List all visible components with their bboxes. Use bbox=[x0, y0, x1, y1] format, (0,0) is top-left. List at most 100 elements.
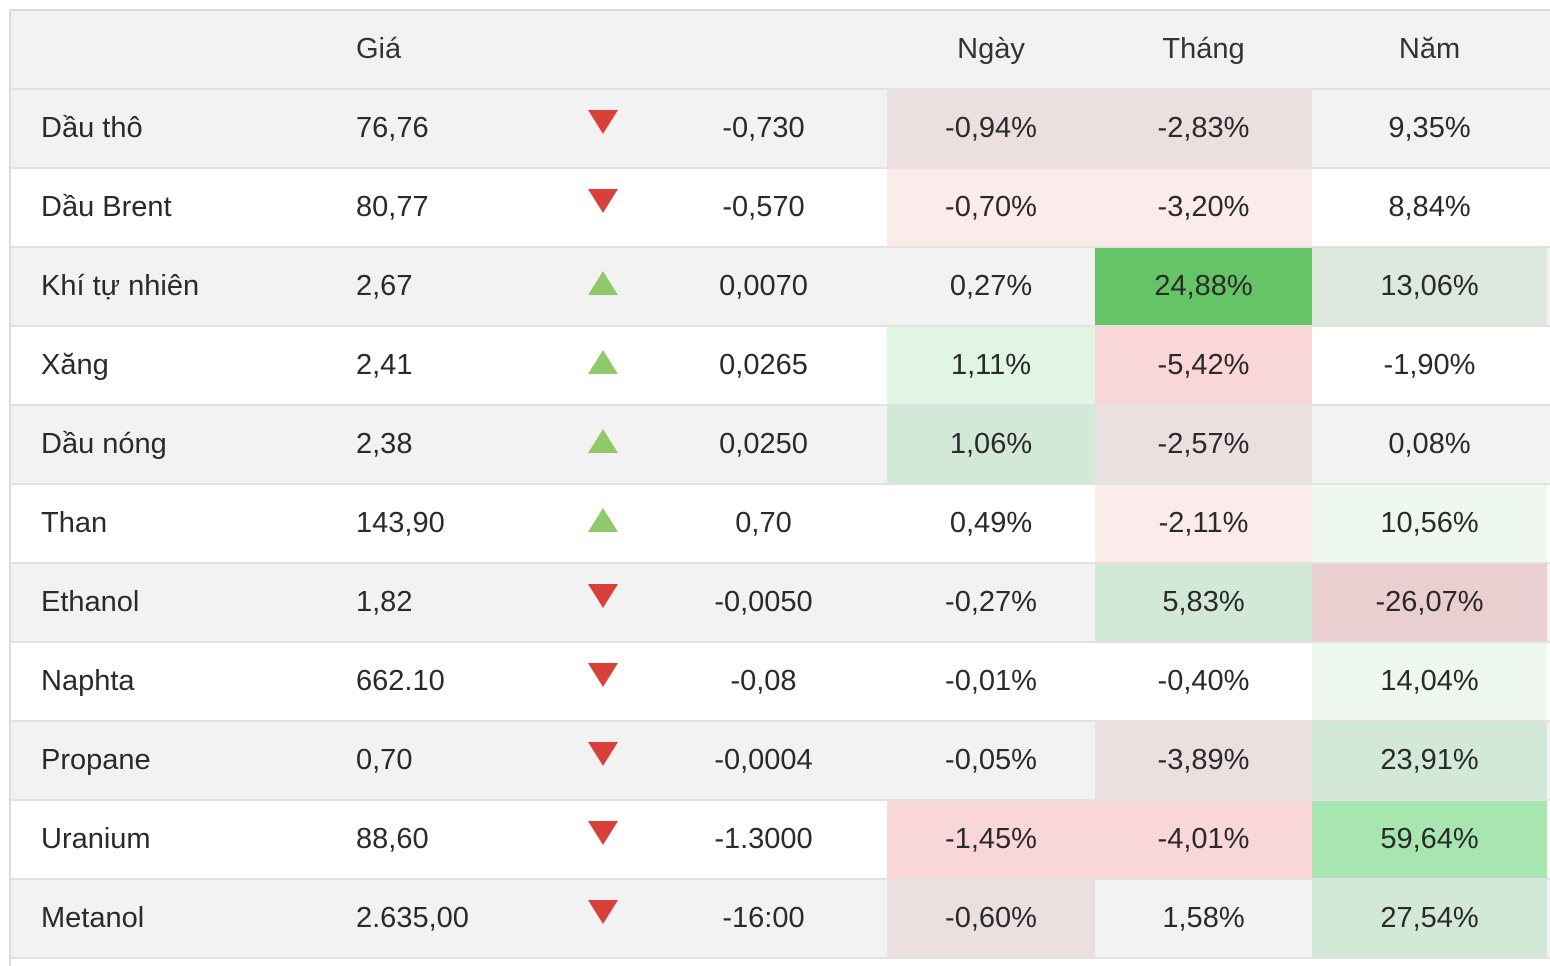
triangle-up-icon bbox=[588, 271, 618, 296]
commodity-price: 1,82 bbox=[356, 586, 413, 618]
month-change-pct: -3,89% bbox=[1095, 721, 1312, 800]
price-change: -16:00 bbox=[722, 902, 805, 934]
commodity-price: 76,76 bbox=[356, 112, 429, 144]
commodity-name[interactable]: Naphta bbox=[41, 665, 135, 697]
day-change-pct: 1,06% bbox=[887, 405, 1095, 484]
commodity-price: 662.10 bbox=[356, 665, 445, 697]
year-change-pct: 14,04% bbox=[1312, 642, 1547, 721]
commodity-price: 0,70 bbox=[356, 744, 413, 776]
triangle-down-icon bbox=[588, 821, 618, 846]
header-change[interactable] bbox=[640, 11, 887, 89]
header-name[interactable] bbox=[11, 11, 326, 89]
direction-cell bbox=[566, 326, 640, 405]
table-row[interactable]: Than 143,90 0,70 0,49% -2,11% 10,56% bbox=[11, 484, 1550, 563]
month-change-pct: 1,58% bbox=[1162, 902, 1245, 934]
day-change-pct: -0,70% bbox=[887, 168, 1095, 247]
commodity-name[interactable]: Dầu nóng bbox=[41, 428, 167, 460]
commodity-price: 88,60 bbox=[356, 823, 429, 855]
direction-cell bbox=[566, 89, 640, 168]
year-change-pct: 0,08% bbox=[1388, 428, 1471, 460]
year-change-pct: 8,84% bbox=[1388, 191, 1471, 223]
commodity-price: 2,38 bbox=[356, 428, 413, 460]
price-change: -0,0004 bbox=[714, 744, 813, 776]
table-body: Dầu thô 76,76 -0,730 -0,94% -2,83% 9,35% Dầu B… bbox=[11, 89, 1550, 958]
commodity-name[interactable]: Ethanol bbox=[41, 586, 140, 618]
table-row[interactable]: Dầu nóng 2,38 0,0250 1,06% -2,57% 0,08% bbox=[11, 405, 1550, 484]
month-change-pct: -0,40% bbox=[1157, 665, 1250, 697]
price-change: 0,0070 bbox=[719, 270, 808, 302]
commodity-name[interactable]: Xăng bbox=[41, 349, 109, 381]
direction-cell bbox=[566, 879, 640, 958]
year-change-pct: 9,35% bbox=[1388, 112, 1471, 144]
day-change-pct: 0,49% bbox=[949, 507, 1033, 539]
price-change: 0,0250 bbox=[719, 428, 808, 460]
commodities-table-container: Giá Ngày Tháng Năm Dầu thô 76,76 -0,730 -0,… bbox=[9, 9, 1550, 966]
direction-cell bbox=[566, 800, 640, 879]
commodity-price: 143,90 bbox=[356, 507, 445, 539]
year-change-pct: -1,90% bbox=[1383, 349, 1476, 381]
commodity-name[interactable]: Khí tự nhiên bbox=[41, 270, 200, 302]
commodity-price: 2,41 bbox=[356, 349, 413, 381]
table-row[interactable]: Xăng 2,41 0,0265 1,11% -5,42% -1,90% bbox=[11, 326, 1550, 405]
commodity-price: 2,67 bbox=[356, 270, 413, 302]
month-change-pct: -5,42% bbox=[1095, 326, 1312, 405]
year-change-pct: 23,91% bbox=[1312, 721, 1547, 800]
month-change-pct: -3,20% bbox=[1095, 168, 1312, 247]
year-change-pct: 59,64% bbox=[1312, 800, 1547, 879]
triangle-down-icon bbox=[588, 663, 618, 688]
direction-cell bbox=[566, 721, 640, 800]
triangle-down-icon bbox=[588, 742, 618, 767]
month-change-pct: -2,83% bbox=[1095, 89, 1312, 168]
month-change-pct: 5,83% bbox=[1095, 563, 1312, 642]
header-direction bbox=[566, 11, 640, 89]
commodity-name[interactable]: Than bbox=[41, 507, 108, 539]
month-change-pct: 24,88% bbox=[1095, 247, 1312, 326]
header-year[interactable]: Năm bbox=[1398, 33, 1461, 65]
price-change: 0,0265 bbox=[719, 349, 808, 381]
triangle-up-icon bbox=[588, 429, 618, 454]
table-row[interactable]: Khí tự nhiên 2,67 0,0070 0,27% 24,88% 13,06% bbox=[11, 247, 1550, 326]
direction-cell bbox=[566, 642, 640, 721]
header-month[interactable]: Tháng bbox=[1162, 33, 1245, 65]
year-change-pct: -26,07% bbox=[1312, 563, 1547, 642]
year-change-pct: 27,54% bbox=[1312, 879, 1547, 958]
direction-cell bbox=[566, 563, 640, 642]
commodities-table: Giá Ngày Tháng Năm Dầu thô 76,76 -0,730 -0,… bbox=[11, 11, 1550, 959]
triangle-down-icon bbox=[588, 584, 618, 609]
day-change-pct: -0,27% bbox=[945, 586, 1037, 618]
price-change: -0,570 bbox=[722, 191, 805, 223]
table-header: Giá Ngày Tháng Năm bbox=[11, 11, 1550, 89]
header-day[interactable]: Ngày bbox=[957, 33, 1025, 65]
direction-cell bbox=[566, 405, 640, 484]
commodity-name[interactable]: Dầu Brent bbox=[41, 191, 172, 223]
month-change-pct: -2,57% bbox=[1095, 405, 1312, 484]
commodity-name[interactable]: Uranium bbox=[41, 823, 151, 855]
day-change-pct: -0,01% bbox=[945, 665, 1037, 697]
table-row[interactable]: Ethanol 1,82 -0,0050 -0,27% 5,83% -26,07% bbox=[11, 563, 1550, 642]
table-row[interactable]: Naphta 662.10 -0,08 -0,01% -0,40% 14,04% bbox=[11, 642, 1550, 721]
commodity-price: 80,77 bbox=[356, 191, 429, 223]
direction-cell bbox=[566, 484, 640, 563]
table-row[interactable]: Uranium 88,60 -1.3000 -1,45% -4,01% 59,64% bbox=[11, 800, 1550, 879]
header-row: Giá Ngày Tháng Năm bbox=[11, 11, 1550, 89]
direction-cell bbox=[566, 247, 640, 326]
commodity-price: 2.635,00 bbox=[356, 902, 469, 934]
month-change-pct: -2,11% bbox=[1095, 484, 1312, 563]
day-change-pct: -0,05% bbox=[945, 744, 1037, 776]
table-row[interactable]: Dầu thô 76,76 -0,730 -0,94% -2,83% 9,35% bbox=[11, 89, 1550, 168]
table-row[interactable]: Dầu Brent 80,77 -0,570 -0,70% -3,20% 8,84% bbox=[11, 168, 1550, 247]
price-change: -0,730 bbox=[722, 112, 805, 144]
triangle-up-icon bbox=[588, 508, 618, 533]
table-row[interactable]: Propane 0,70 -0,0004 -0,05% -3,89% 23,91% bbox=[11, 721, 1550, 800]
price-change: 0,70 bbox=[735, 507, 792, 539]
day-change-pct: -0,94% bbox=[887, 89, 1095, 168]
table-row[interactable]: Metanol 2.635,00 -16:00 -0,60% 1,58% 27,54% bbox=[11, 879, 1550, 958]
price-change: -0,08 bbox=[730, 665, 797, 697]
commodity-name[interactable]: Metanol bbox=[41, 902, 145, 934]
day-change-pct: -0,60% bbox=[887, 879, 1095, 958]
triangle-down-icon bbox=[588, 189, 618, 214]
commodity-name[interactable]: Dầu thô bbox=[41, 112, 143, 144]
year-change-pct: 13,06% bbox=[1312, 247, 1547, 326]
commodity-name[interactable]: Propane bbox=[41, 744, 151, 776]
header-price[interactable]: Giá bbox=[356, 33, 402, 65]
